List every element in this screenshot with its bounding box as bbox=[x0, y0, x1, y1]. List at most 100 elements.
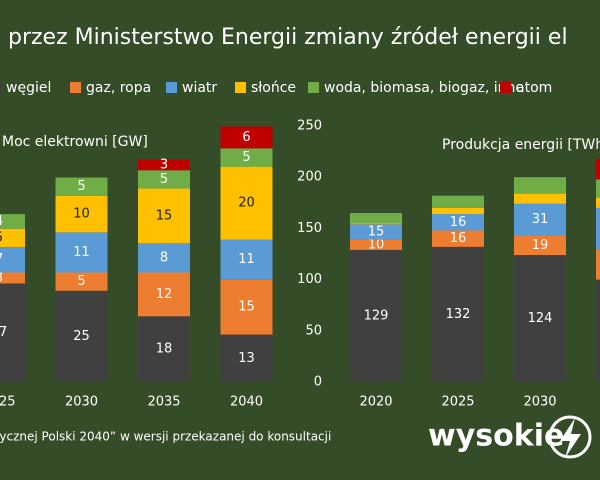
data-label: 3 bbox=[0, 270, 3, 285]
bar-segment bbox=[0, 246, 25, 273]
bar-segment: wiatr bbox=[432, 214, 484, 231]
data-label: 5 bbox=[0, 230, 3, 245]
source-note: nergetycznej Polski 2040” w wersji przek… bbox=[0, 430, 331, 444]
bar-segment bbox=[138, 243, 190, 273]
bar-segment bbox=[138, 188, 190, 244]
y-tick-label: 200 bbox=[297, 170, 322, 185]
bar-segment bbox=[0, 272, 25, 284]
logo-text: wysokie bbox=[428, 419, 564, 454]
x-tick-label: 2025 bbox=[0, 395, 16, 410]
legend-swatch bbox=[166, 82, 177, 93]
data-label: 16 bbox=[450, 231, 467, 246]
data-label: 8 bbox=[160, 250, 168, 265]
bar-segment: słońce bbox=[432, 207, 484, 215]
legend-label: atom bbox=[516, 80, 552, 96]
data-label: 19 bbox=[532, 238, 549, 253]
data-label: 10 bbox=[73, 207, 90, 222]
bar-segment bbox=[55, 177, 108, 196]
x-tick-label: 2030 bbox=[65, 395, 98, 410]
legend-swatch bbox=[308, 82, 319, 93]
bar-segment: gaz, ropa bbox=[514, 235, 566, 256]
bar-segment bbox=[220, 148, 273, 167]
data-label: 11 bbox=[238, 252, 255, 267]
data-label: 132 bbox=[446, 307, 471, 322]
bar-segment: wiatr bbox=[596, 207, 600, 249]
data-label: 5 bbox=[77, 274, 85, 289]
x-tick-label: 2025 bbox=[441, 395, 474, 410]
bar-segment: gaz, ropa bbox=[350, 239, 402, 250]
data-label: 124 bbox=[528, 311, 553, 326]
bar-segment bbox=[55, 195, 108, 233]
bar-segment: słońce bbox=[596, 197, 600, 208]
y-tick-label: 50 bbox=[305, 323, 322, 338]
legend-swatch bbox=[0, 82, 1, 93]
legend-swatch bbox=[235, 82, 246, 93]
data-label: 12 bbox=[156, 287, 173, 302]
bar-segment: słońce bbox=[514, 193, 566, 204]
bar-segment bbox=[220, 126, 273, 149]
legend-swatch bbox=[70, 82, 81, 93]
data-label: 20 bbox=[238, 196, 255, 211]
bar-segment: woda, biomasa, biogaz, inne bbox=[514, 177, 566, 194]
data-label: 11 bbox=[73, 245, 90, 260]
data-label: 6 bbox=[242, 130, 250, 145]
data-label: 5 bbox=[160, 172, 168, 187]
bar-segment bbox=[55, 272, 108, 291]
x-tick-label: 2035 bbox=[147, 395, 180, 410]
data-label: 13 bbox=[238, 351, 255, 366]
bar-segment bbox=[138, 159, 190, 171]
bar-segment bbox=[0, 214, 25, 229]
bar-segment: woda, biomasa, biogaz, inne bbox=[432, 195, 484, 208]
legend-label: wiatr bbox=[182, 80, 217, 96]
data-label: 25 bbox=[73, 329, 90, 344]
x-tick-label: 2020 bbox=[359, 395, 392, 410]
bar-segment bbox=[138, 170, 190, 189]
y-tick-label: 100 bbox=[297, 272, 322, 287]
legend-label: węgiel bbox=[6, 80, 51, 96]
bar-segment: gaz, ropa bbox=[596, 248, 600, 280]
y-tick-label: 250 bbox=[297, 119, 322, 134]
bar-segment bbox=[55, 232, 108, 273]
legend-label: gaz, ropa bbox=[86, 80, 151, 96]
data-label: 15 bbox=[156, 208, 173, 223]
bar-segment: węgiel bbox=[514, 255, 566, 382]
bar-segment: węgiel bbox=[596, 279, 600, 382]
bar-segment bbox=[55, 290, 108, 382]
data-label: 18 bbox=[156, 342, 173, 357]
bar-segment: atom bbox=[596, 158, 600, 180]
bar-segment: węgiel bbox=[432, 246, 484, 382]
bar-segment: wiatr bbox=[514, 203, 566, 236]
bar-segment bbox=[0, 228, 25, 247]
chart-title: Produkcja energii [TWh] bbox=[442, 137, 600, 153]
data-label: 7 bbox=[0, 252, 3, 267]
data-label: 4 bbox=[0, 214, 3, 229]
data-label: 15 bbox=[238, 300, 255, 315]
chart-title: Moc elektrowni [GW] bbox=[2, 134, 148, 150]
page-title: przez Ministerstwo Energii zmiany źródeł… bbox=[8, 25, 568, 50]
bar-segment: słońce bbox=[350, 223, 402, 225]
bar-segment: woda, biomasa, biogaz, inne bbox=[350, 213, 402, 224]
logo-icon bbox=[548, 415, 592, 459]
legend-swatch bbox=[500, 82, 511, 93]
bar-segment bbox=[138, 272, 190, 317]
data-label: 5 bbox=[77, 179, 85, 194]
legend-label: woda, biomasa, biogaz, inne bbox=[324, 80, 524, 96]
x-tick-label: 2030 bbox=[523, 395, 556, 410]
logo-bolt bbox=[560, 418, 581, 458]
data-label: 16 bbox=[450, 215, 467, 230]
y-tick-label: 150 bbox=[297, 221, 322, 236]
data-label: 3 bbox=[160, 157, 168, 172]
x-tick-label: 2040 bbox=[230, 395, 263, 410]
data-label: 10 bbox=[368, 237, 385, 252]
data-label: 15 bbox=[368, 224, 385, 239]
data-label: 129 bbox=[364, 308, 389, 323]
legend-label: słońce bbox=[251, 80, 296, 96]
y-tick-label: 0 bbox=[314, 375, 322, 390]
data-label: 31 bbox=[532, 212, 549, 227]
bar-segment bbox=[220, 279, 273, 335]
bar-segment bbox=[220, 166, 273, 240]
data-label: 27 bbox=[0, 325, 7, 340]
bar-segment bbox=[220, 239, 273, 280]
data-label: 5 bbox=[242, 150, 250, 165]
